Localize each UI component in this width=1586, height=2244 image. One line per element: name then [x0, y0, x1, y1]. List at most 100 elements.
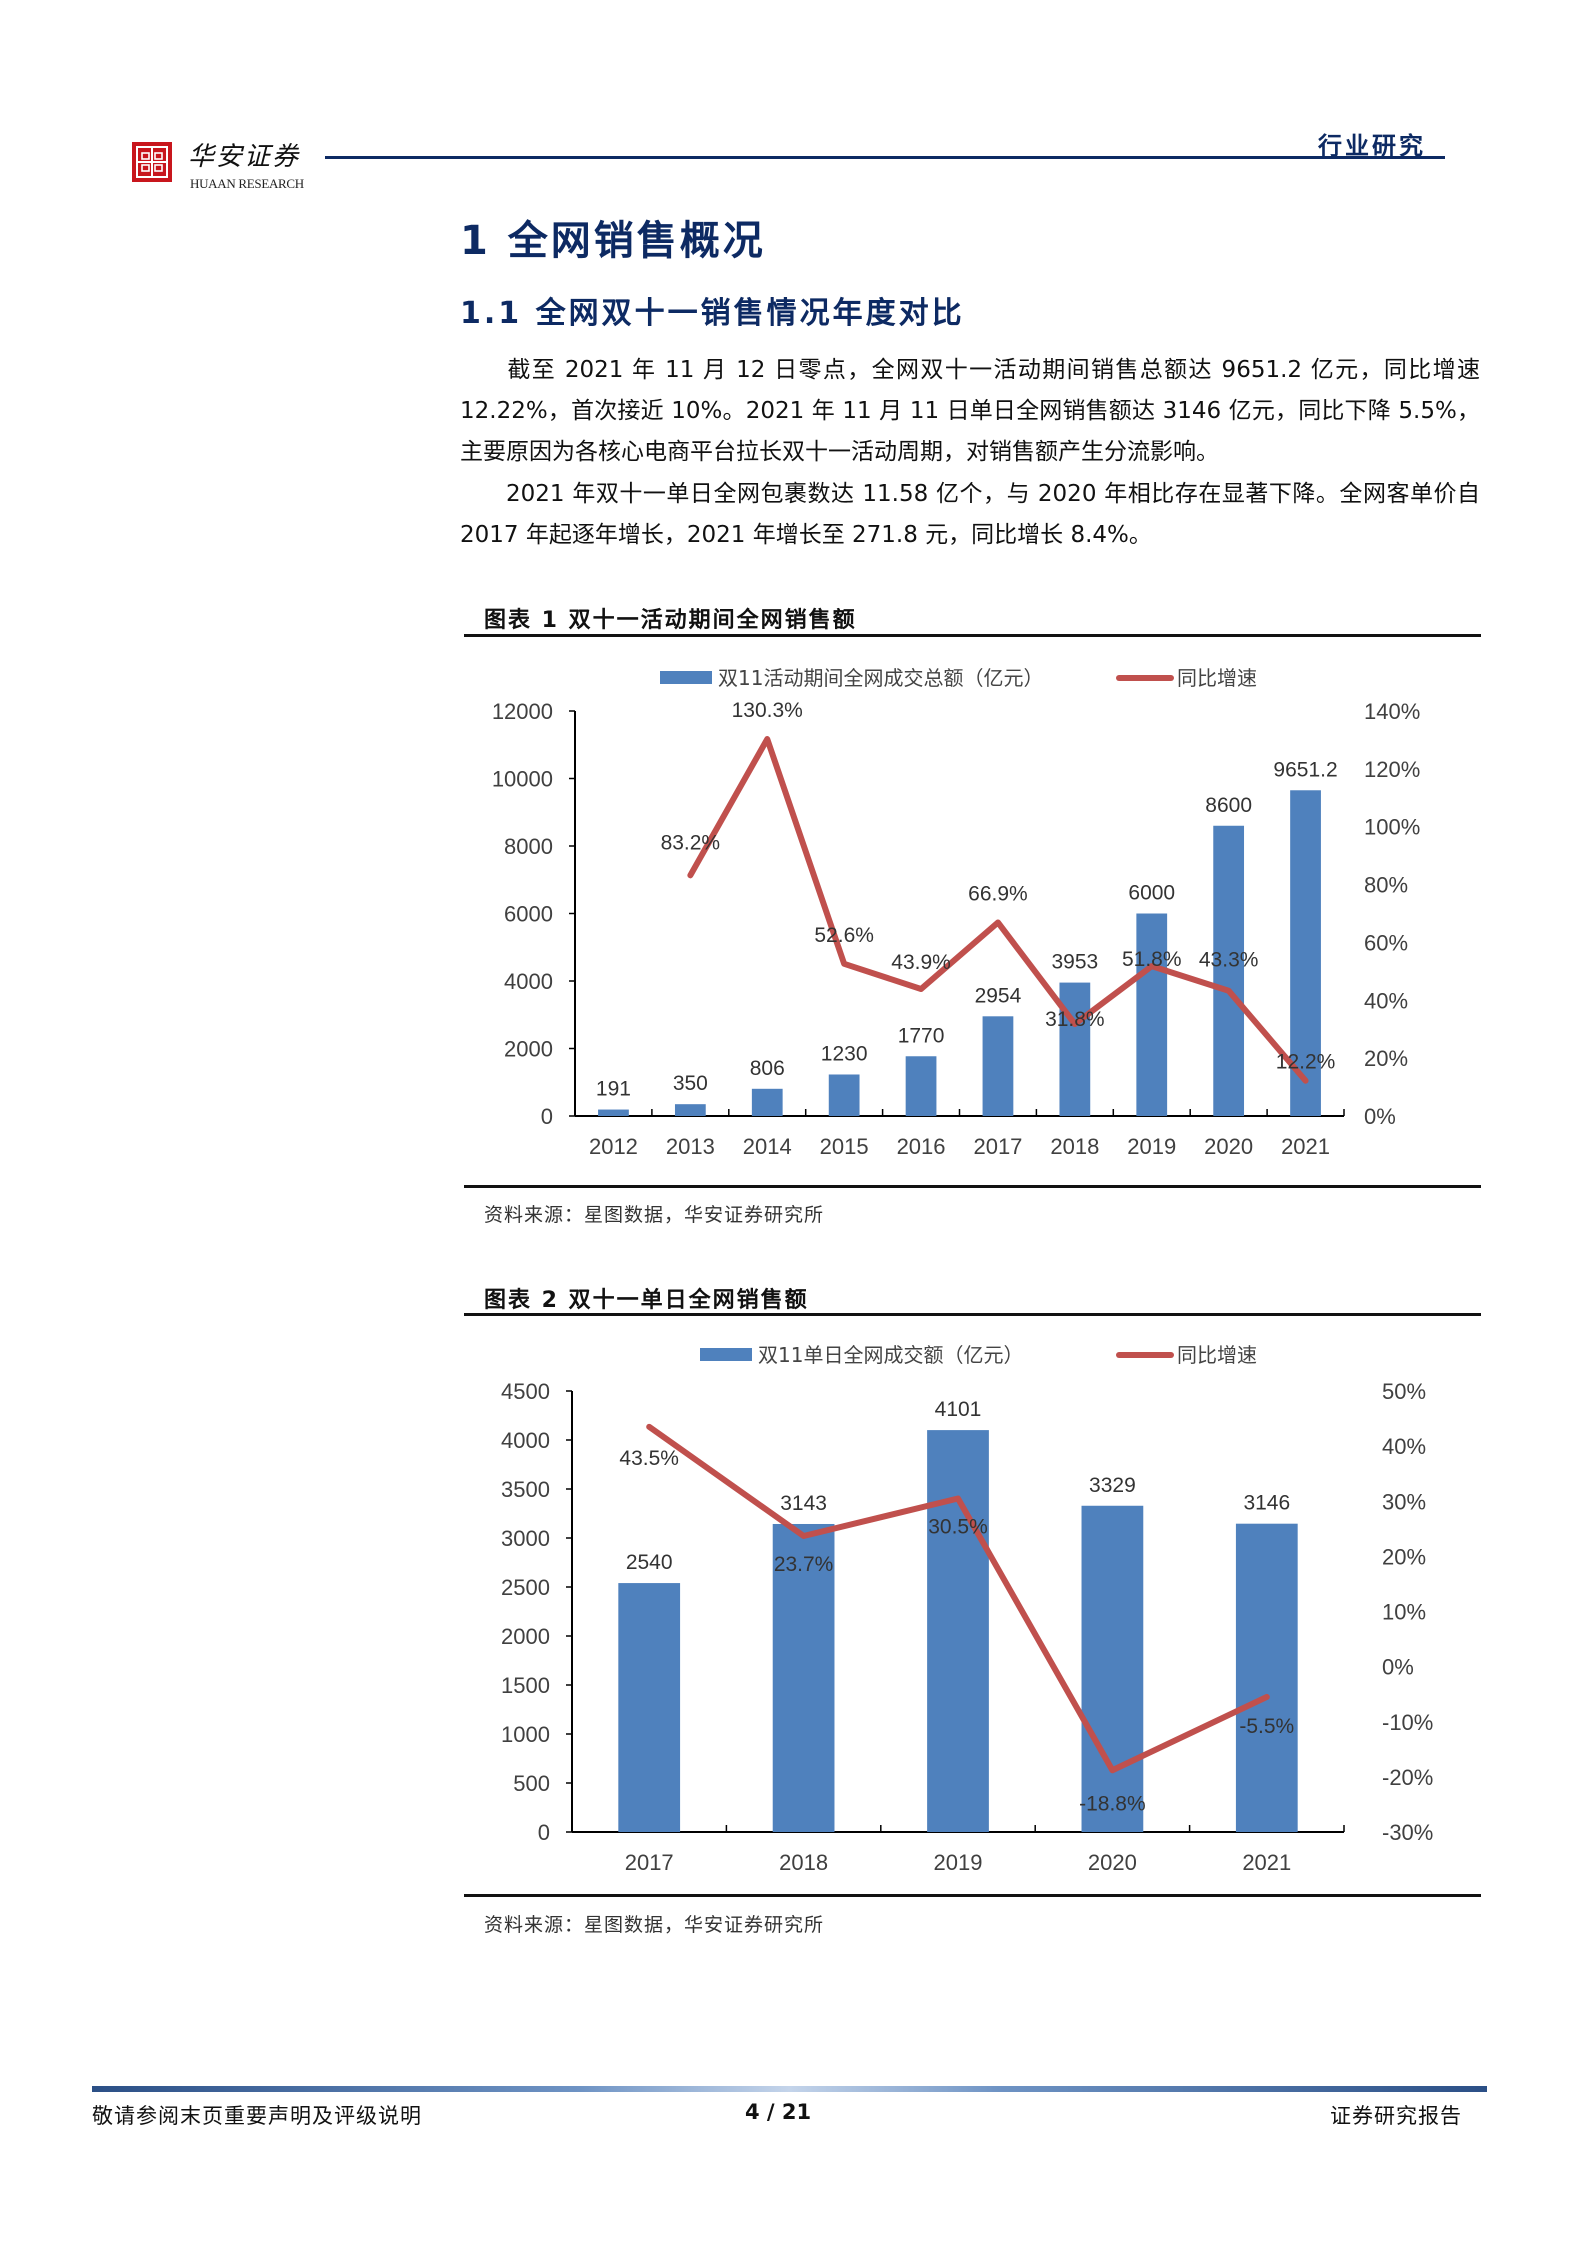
bar [1213, 825, 1245, 1116]
figure-1-source: 资料来源：星图数据，华安证券研究所 [484, 1204, 825, 1226]
y2-tick-label: 10% [1382, 1600, 1426, 1625]
bar [618, 1583, 681, 1832]
line-value-label: 52.6% [814, 924, 874, 947]
y-tick-label: 4000 [504, 969, 553, 994]
line-value-label: 66.9% [968, 882, 1028, 905]
y2-tick-label: -30% [1382, 1820, 1433, 1845]
figure-1-title: 图表 1 双十一活动期间全网销售额 [484, 608, 857, 633]
chart-svg: 双11活动期间全网成交总额（亿元） 同比增速 0 2000 4000 6000 8000 10… [492, 666, 1420, 1159]
y-tick-label: 10000 [492, 767, 553, 792]
bar-value-label: 350 [673, 1072, 708, 1095]
bar [982, 1016, 1014, 1116]
x-tick-label: 2018 [779, 1850, 828, 1875]
bar-value-label: 3143 [780, 1492, 827, 1515]
legend-bar-swatch-icon [700, 1348, 752, 1361]
y2-tick-label: -20% [1382, 1765, 1433, 1790]
bar [927, 1430, 989, 1832]
logo-mark-icon [132, 142, 172, 182]
heading-1-1: 1.1 全网双十一销售情况年度对比 [460, 296, 965, 331]
bar [828, 1074, 860, 1116]
y-tick-label: 500 [513, 1771, 550, 1796]
bar-value-label: 2954 [975, 984, 1022, 1007]
y2-tick-label: 30% [1382, 1489, 1426, 1514]
page-number: 4 / 21 [745, 2100, 812, 2124]
y-tick-label: 2000 [504, 1037, 553, 1062]
footer-disclaimer: 敬请参阅末页重要声明及评级说明 [92, 2104, 422, 2128]
growth-line [687, 736, 1309, 1084]
legend-line-label: 同比增速 [1177, 666, 1257, 690]
paragraph-2-text: 2021 年双十一单日全网包裹数达 11.58 亿个，与 2020 年相比存在显… [460, 481, 1480, 548]
x-tick-label: 2012 [589, 1134, 638, 1159]
x-tick-label: 2017 [973, 1134, 1022, 1159]
bar [751, 1088, 783, 1116]
y2-tick-label: 40% [1382, 1434, 1426, 1459]
y2-tick-label: 100% [1364, 815, 1420, 840]
x-tick-label: 2021 [1281, 1134, 1330, 1159]
x-tick-label: 2016 [897, 1134, 946, 1159]
y2-tick-label: 120% [1364, 757, 1420, 782]
x-tick-label: 2020 [1204, 1134, 1253, 1159]
line-value-label: -5.5% [1239, 1715, 1294, 1738]
y-tick-label: 2000 [501, 1624, 550, 1649]
bar-value-label: 3146 [1243, 1492, 1290, 1515]
line-value-label: 51.8% [1122, 948, 1182, 971]
figure-2-bottom-rule [464, 1894, 1481, 1897]
line-value-label: -18.8% [1079, 1792, 1146, 1815]
figure-2-source: 资料来源：星图数据，华安证券研究所 [484, 1914, 825, 1936]
logo-wordmark-cn: 华安证券 [188, 142, 301, 172]
legend-bar-swatch-icon [660, 671, 712, 684]
y-tick-label: 0 [541, 1104, 553, 1129]
footer-doc-type: 证券研究报告 [1330, 2104, 1462, 2128]
section-tag: 行业研究 [1318, 132, 1426, 160]
y2-tick-label: 0% [1364, 1104, 1396, 1129]
figure-1-chart: 双11活动期间全网成交总额（亿元） 同比增速 0 2000 4000 6000 8000 10… [464, 640, 1481, 1185]
bar-value-label: 3953 [1051, 951, 1098, 974]
paragraph-1: 截至 2021 年 11 月 12 日零点，全网双十一活动期间销售总额达 965… [460, 350, 1480, 473]
figure-2-chart: 双11单日全网成交额（亿元） 同比增速 0 500 1000 1500 2000 2500 30… [464, 1319, 1481, 1894]
bar-value-label: 806 [750, 1057, 785, 1080]
y-tick-label: 2500 [501, 1575, 550, 1600]
y2-tick-label: 20% [1382, 1544, 1426, 1569]
logo-wordmark-en: HUAAN RESEARCH [190, 176, 304, 191]
y2-tick-label: -10% [1382, 1710, 1433, 1735]
bar-value-label: 4101 [935, 1398, 982, 1421]
line-value-label: 30.5% [928, 1515, 988, 1538]
line-value-label: 130.3% [732, 699, 803, 722]
bar-value-label: 2540 [626, 1551, 673, 1574]
y-tick-label: 1500 [501, 1673, 550, 1698]
figure-1-bottom-rule [464, 1185, 1481, 1188]
x-tick-label: 2018 [1050, 1134, 1099, 1159]
legend-bar-label: 双11活动期间全网成交总额（亿元） [718, 666, 1043, 690]
line-value-label: 83.2% [661, 831, 721, 854]
paragraph-1-text: 截至 2021 年 11 月 12 日零点，全网双十一活动期间销售总额达 965… [460, 357, 1480, 465]
line-value-label: 12.2% [1276, 1051, 1336, 1074]
y2-tick-label: 60% [1364, 930, 1408, 955]
bar [674, 1104, 706, 1116]
bar-value-label: 3329 [1089, 1474, 1136, 1497]
bar-value-label: 191 [596, 1078, 631, 1101]
header-divider [325, 156, 1445, 159]
y-tick-label: 6000 [504, 902, 553, 927]
y-tick-label: 0 [538, 1820, 550, 1845]
x-tick-label: 2019 [934, 1850, 983, 1875]
y-tick-label: 3000 [501, 1526, 550, 1551]
paragraph-2: 2021 年双十一单日全网包裹数达 11.58 亿个，与 2020 年相比存在显… [460, 474, 1480, 556]
y-tick-label: 1000 [501, 1722, 550, 1747]
y-tick-label: 8000 [504, 834, 553, 859]
legend-line-label: 同比增速 [1177, 1343, 1257, 1367]
bar-value-label: 1770 [898, 1024, 945, 1047]
y-tick-label: 3500 [501, 1477, 550, 1502]
bar [772, 1523, 835, 1832]
y2-tick-label: 40% [1364, 988, 1408, 1013]
line-value-label: 23.7% [774, 1553, 834, 1576]
bar [1235, 1523, 1298, 1832]
bar [1081, 1505, 1144, 1832]
bar [598, 1109, 629, 1116]
line-value-label: 31.8% [1045, 1008, 1105, 1031]
x-tick-label: 2020 [1088, 1850, 1137, 1875]
chart-svg: 双11单日全网成交额（亿元） 同比增速 0 500 1000 1500 2000 2500 30… [501, 1343, 1433, 1875]
bar [1059, 982, 1091, 1116]
growth-line [646, 1423, 1270, 1774]
x-tick-label: 2021 [1242, 1850, 1291, 1875]
figure-2-top-rule [464, 1313, 1481, 1316]
